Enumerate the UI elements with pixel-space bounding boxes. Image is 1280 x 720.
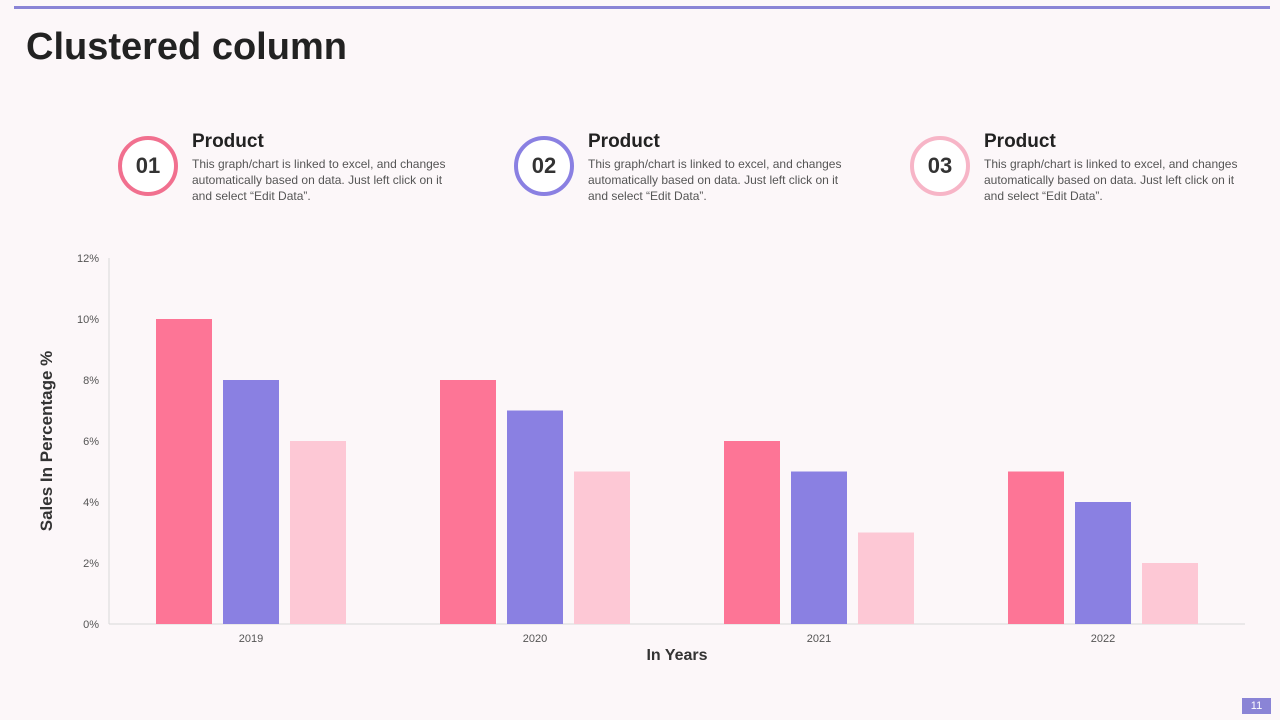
bar-2022-series-2 — [1075, 502, 1131, 624]
bar-2021-series-2 — [791, 471, 847, 624]
bar-2021-series-1 — [724, 441, 780, 624]
bar-2019-series-2 — [223, 380, 279, 624]
y-tick-label: 0% — [83, 619, 99, 631]
bar-2022-series-1 — [1008, 471, 1064, 624]
product-card-03: 03 Product This graph/chart is linked to… — [910, 128, 1237, 208]
bar-2021-series-3 — [858, 532, 914, 624]
x-tick-label: 2021 — [807, 633, 831, 645]
bar-2020-series-1 — [440, 380, 496, 624]
product-description: This graph/chart is linked to excel, and… — [588, 157, 842, 203]
x-axis-title: In Years — [646, 647, 707, 664]
y-tick-label: 4% — [83, 497, 99, 509]
x-tick-label: 2020 — [523, 633, 547, 645]
page-title: Clustered column — [26, 26, 347, 68]
top-accent-rule — [14, 6, 1270, 9]
product-title: Product — [588, 131, 660, 152]
y-tick-label: 2% — [83, 558, 99, 570]
product-description: This graph/chart is linked to excel, and… — [192, 157, 446, 203]
product-card-02: 02 Product This graph/chart is linked to… — [514, 128, 841, 208]
bar-2019-series-3 — [290, 441, 346, 624]
page-number: 11 — [1242, 698, 1271, 714]
y-tick-label: 6% — [83, 436, 99, 448]
product-title: Product — [984, 131, 1056, 152]
product-number-badge: 03 — [910, 136, 970, 196]
y-tick-label: 10% — [77, 314, 99, 326]
x-tick-label: 2022 — [1091, 633, 1115, 645]
y-tick-label: 12% — [77, 253, 99, 265]
product-number-badge: 02 — [514, 136, 574, 196]
y-tick-label: 8% — [83, 375, 99, 387]
bar-2020-series-3 — [574, 471, 630, 624]
y-axis-title: Sales In Percentage % — [37, 351, 56, 531]
bar-2022-series-3 — [1142, 563, 1198, 624]
product-number-badge: 01 — [118, 136, 178, 196]
bar-2019-series-1 — [156, 319, 212, 624]
x-tick-label: 2019 — [239, 633, 263, 645]
clustered-column-chart: 0% 2% 4% 6% 8% 10% 12% 2019 2020 2021 2022 In Years… — [37, 253, 1245, 664]
bar-2020-series-2 — [507, 410, 563, 624]
product-title: Product — [192, 131, 264, 152]
product-card-01: 01 Product This graph/chart is linked to… — [118, 128, 445, 208]
product-description: This graph/chart is linked to excel, and… — [984, 157, 1238, 203]
